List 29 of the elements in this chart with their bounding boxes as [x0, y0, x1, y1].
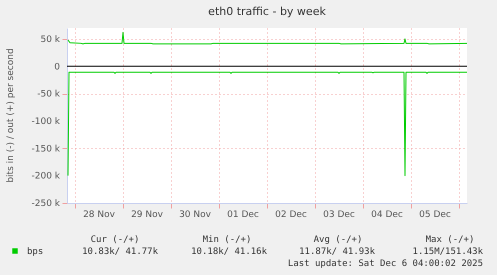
- y-tick-label: -50 k: [37, 90, 61, 100]
- text: 1.15M/151.43k: [412, 247, 484, 257]
- y-tick-label: 50 k: [40, 34, 61, 45]
- x-tick-label: 29 Nov: [131, 210, 164, 220]
- y-tick-label: -100 k: [32, 116, 61, 127]
- text: Cur (-/+): [90, 235, 140, 245]
- chart-title: eth0 traffic - by week: [208, 5, 326, 18]
- x-tick-label: 04 Dec: [371, 210, 403, 220]
- y-tick-label: 0: [54, 62, 60, 72]
- y-tick-label: -250 k: [32, 199, 61, 209]
- x-tick-label: 30 Nov: [179, 210, 212, 220]
- legend-label: bps: [27, 247, 44, 257]
- text: Last update: Sat Dec 6 04:00:02 2025: [288, 259, 483, 269]
- text: 10.18k/ 41.16k: [191, 247, 268, 257]
- x-tick-label: 01 Dec: [227, 210, 259, 220]
- x-tick-label: 05 Dec: [419, 210, 451, 220]
- text: Avg (-/+): [314, 235, 362, 245]
- text: Min (-/+): [202, 235, 252, 245]
- y-tick-label: -200 k: [32, 172, 61, 182]
- x-tick-label: 28 Nov: [83, 210, 116, 220]
- text: 10.83k/ 41.77k: [82, 247, 159, 257]
- y-tick-label: -150 k: [32, 144, 61, 154]
- text: Max (-/+): [426, 235, 474, 245]
- y-axis-title: bits in (-) / out (+) per second: [6, 48, 16, 183]
- x-tick-label: 03 Dec: [323, 210, 355, 220]
- line-series: [68, 72, 468, 176]
- text: 11.87k/ 41.93k: [299, 247, 376, 257]
- x-tick-label: 02 Dec: [275, 210, 307, 220]
- line-series: [68, 32, 468, 44]
